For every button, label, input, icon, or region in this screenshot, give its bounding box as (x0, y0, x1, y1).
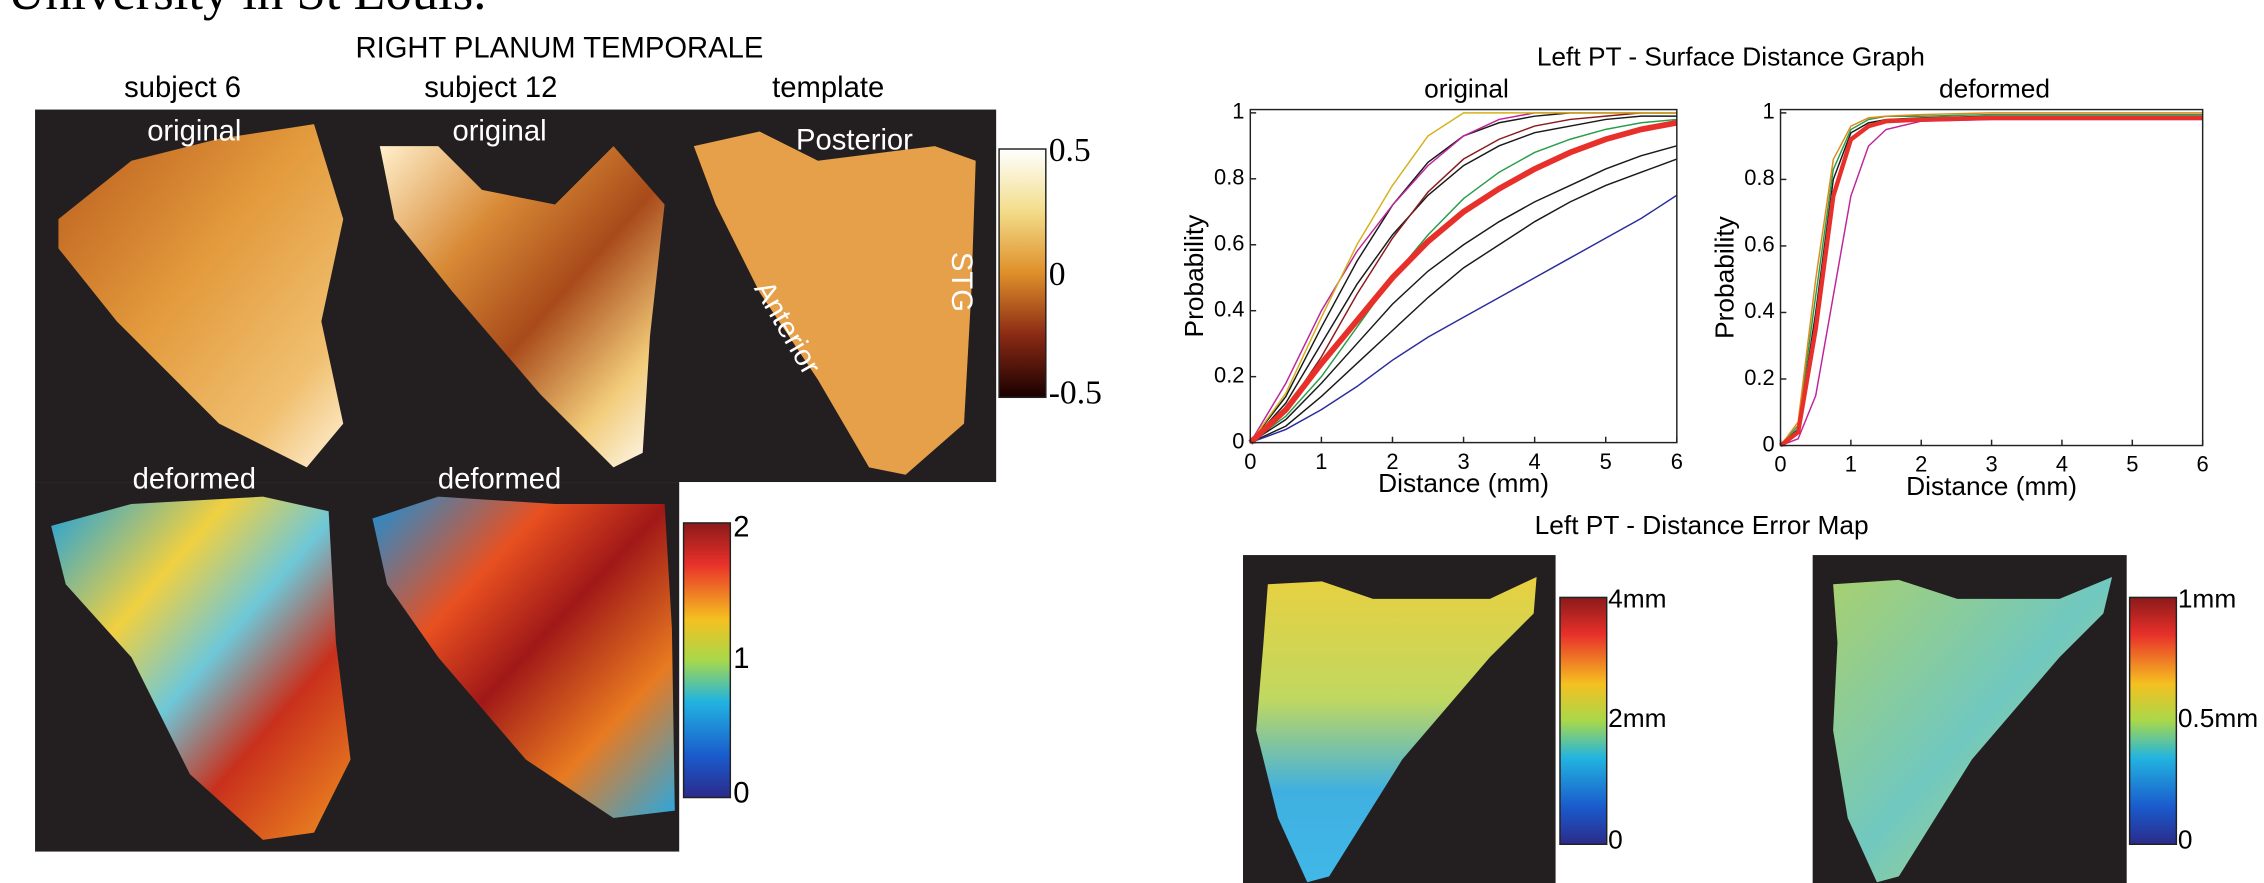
image-label: Posterior (796, 124, 913, 156)
panel-title: Left PT - Distance Error Map (1535, 510, 1869, 540)
series-line (1779, 112, 2203, 446)
series-line (1249, 115, 1677, 444)
colorbar (1559, 596, 1608, 846)
y-tick-label: 0.2 (1744, 365, 1774, 390)
y-tick-label: 0.4 (1744, 298, 1774, 323)
series-line (1249, 112, 1677, 444)
y-tick-label: 0 (1232, 428, 1244, 453)
colorbar (998, 148, 1047, 399)
image-label: deformed (133, 463, 256, 495)
colorbar-label: 0 (1049, 256, 1066, 293)
series-line (1250, 158, 1678, 444)
x-axis-label: Distance (mm) (1378, 468, 1549, 498)
colorbar-label: 1mm (2178, 583, 2236, 613)
surface-image (58, 124, 344, 468)
y-tick-label: 0.8 (1214, 165, 1244, 190)
header-text: University in St Louis. (7, 0, 486, 21)
image-label: original (452, 116, 546, 148)
series-line (1249, 112, 1677, 443)
surface-image (51, 496, 351, 840)
x-tick-label: 5 (2126, 452, 2138, 477)
column-label: subject 12 (424, 72, 557, 104)
colorbar-label: 0 (1608, 824, 1623, 854)
colorbar-label: -0.5 (1049, 375, 1102, 412)
column-label: template (772, 72, 884, 104)
image-label: original (147, 116, 241, 148)
series-line (1249, 112, 1677, 444)
surface-image (379, 146, 665, 468)
x-tick-label: 0 (1244, 449, 1256, 474)
surface-image (693, 131, 976, 475)
y-tick-label: 1 (1762, 99, 1774, 124)
x-tick-label: 5 (1600, 449, 1612, 474)
y-tick-label: 0.6 (1744, 232, 1774, 257)
x-tick-label: 3 (1985, 452, 1997, 477)
x-tick-label: 4 (2056, 452, 2068, 477)
colorbar-label: 2mm (1608, 703, 1666, 733)
y-tick-label: 0.6 (1214, 231, 1244, 256)
colorbar (2128, 596, 2178, 846)
y-axis-label: Probability (1709, 215, 1739, 339)
error-map (1833, 576, 2113, 883)
series-line (1779, 113, 2203, 446)
x-tick-label: 4 (1529, 449, 1541, 474)
x-tick-label: 6 (1671, 449, 1683, 474)
colorbar-label: 0.5mm (2178, 703, 2258, 733)
series-line (1250, 194, 1678, 444)
colorbar-label: 2 (733, 511, 749, 543)
y-tick-label: 0.4 (1214, 296, 1244, 321)
chart-title: deformed (1939, 74, 2050, 104)
colorbar-label: 0 (733, 777, 749, 809)
colorbar-label: 0 (2178, 824, 2193, 854)
y-tick-label: 0.8 (1744, 165, 1774, 190)
colorbar-label: 1 (733, 643, 749, 675)
x-tick-label: 1 (1845, 452, 1857, 477)
x-axis-label: Distance (mm) (1906, 471, 2077, 501)
x-tick-label: 1 (1315, 449, 1327, 474)
x-tick-label: 2 (1915, 452, 1927, 477)
y-tick-label: 0.2 (1214, 362, 1244, 387)
colorbar-label: 4mm (1608, 583, 1666, 613)
chart-title: original (1424, 74, 1509, 104)
x-tick-label: 3 (1457, 449, 1469, 474)
error-map (1256, 576, 1537, 883)
image-label: STG (945, 252, 977, 312)
panel-title: RIGHT PLANUM TEMPORALE (355, 32, 763, 64)
series-line (1249, 112, 1677, 444)
y-tick-label: 1 (1232, 99, 1244, 124)
x-tick-label: 2 (1386, 449, 1398, 474)
y-axis-label: Probability (1179, 214, 1209, 338)
colorbar-label: 0.5 (1049, 132, 1091, 169)
series-line (1249, 145, 1678, 444)
series-line (1248, 119, 1678, 445)
colorbar (682, 522, 732, 799)
panel-title: Left PT - Surface Distance Graph (1537, 41, 1925, 71)
series-line (1779, 115, 2203, 448)
image-label: deformed (438, 463, 561, 495)
y-tick-label: 0 (1762, 431, 1774, 456)
x-tick-label: 6 (2197, 452, 2209, 477)
series-line (1249, 118, 1677, 444)
surface-image (372, 496, 675, 818)
column-label: subject 6 (124, 72, 241, 104)
x-tick-label: 0 (1774, 452, 1786, 477)
